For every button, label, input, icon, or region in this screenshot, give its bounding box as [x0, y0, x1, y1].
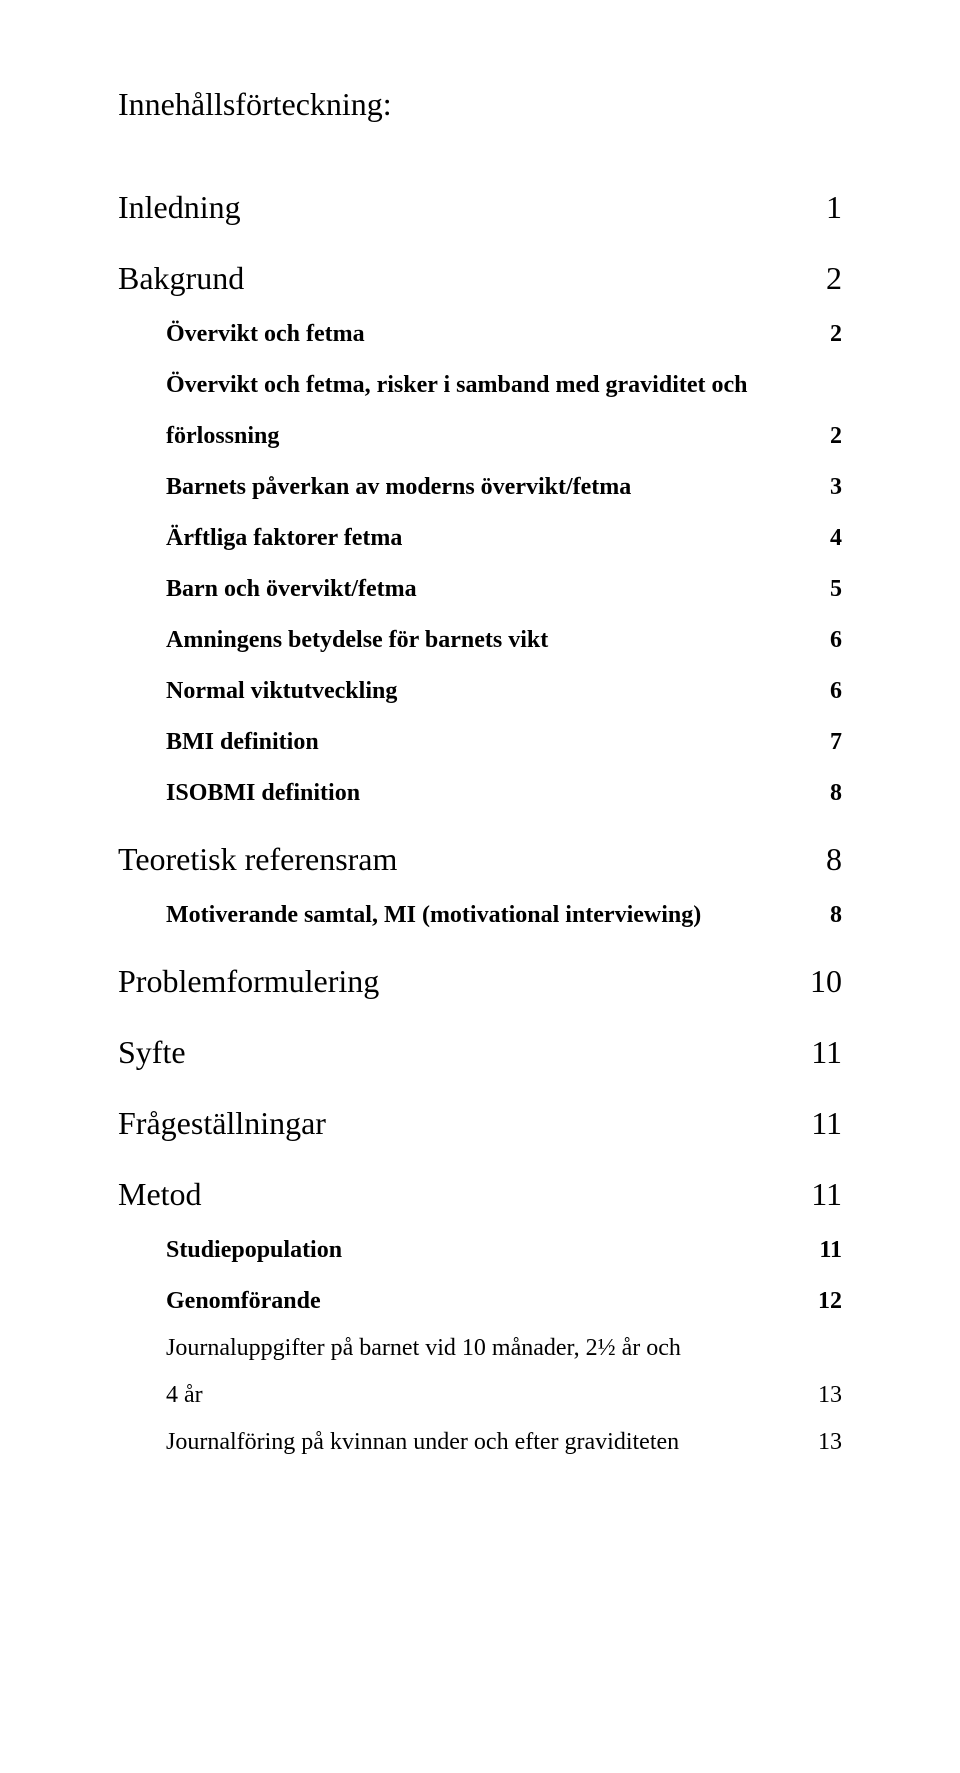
toc-entry: Journaluppgifter på barnet vid 10 månade…: [118, 1335, 842, 1362]
toc-entry-label: Genomförande: [166, 1288, 818, 1315]
toc-entry: Barnets påverkan av moderns övervikt/fet…: [118, 474, 842, 501]
toc-entry-label: Övervikt och fetma, risker i samband med…: [166, 372, 842, 399]
toc-entry: Frågeställningar11: [118, 1105, 842, 1142]
toc-entry-page: 5: [830, 576, 842, 603]
toc-entry-page: 11: [811, 1105, 842, 1142]
toc-entry-label: Övervikt och fetma: [166, 321, 830, 348]
toc-entry-page: 11: [811, 1034, 842, 1071]
toc-entry-label: Amningens betydelse för barnets vikt: [166, 627, 830, 654]
toc-entry: 4 år13: [118, 1382, 842, 1409]
toc-entry: Problemformulering10: [118, 963, 842, 1000]
toc-title: Innehållsförteckning:: [118, 86, 842, 123]
toc-entry-page: 13: [818, 1382, 842, 1409]
toc-entry-page: 2: [830, 321, 842, 348]
toc-entry-label: Teoretisk referensram: [118, 841, 826, 878]
toc-entry-page: 11: [811, 1176, 842, 1213]
toc-entry-page: 12: [818, 1288, 842, 1315]
toc-entry-page: 8: [830, 902, 842, 929]
toc-entry-label: ISOBMI definition: [166, 780, 830, 807]
toc-entry-page: 8: [826, 841, 842, 878]
toc-entry-page: 3: [830, 474, 842, 501]
toc-entry: förlossning2: [118, 423, 842, 450]
toc-entry: BMI definition7: [118, 729, 842, 756]
toc-entry: Genomförande12: [118, 1288, 842, 1315]
toc-entry-label: Journaluppgifter på barnet vid 10 månade…: [166, 1335, 842, 1362]
toc-entry: Inledning1: [118, 189, 842, 226]
toc-entry: ISOBMI definition8: [118, 780, 842, 807]
toc-entry-page: 2: [826, 260, 842, 297]
toc-entry-label: Frågeställningar: [118, 1105, 811, 1142]
toc-entry: Övervikt och fetma2: [118, 321, 842, 348]
toc-entry-page: 13: [818, 1429, 842, 1456]
toc-entry-page: 7: [830, 729, 842, 756]
toc-entry: Metod11: [118, 1176, 842, 1213]
toc-entry-page: 4: [830, 525, 842, 552]
toc-entry-label: Barnets påverkan av moderns övervikt/fet…: [166, 474, 830, 501]
toc-entry-label: Motiverande samtal, MI (motivational int…: [166, 902, 830, 929]
toc-body: Inledning1Bakgrund2Övervikt och fetma2Öv…: [118, 189, 842, 1456]
toc-entry-label: Barn och övervikt/fetma: [166, 576, 830, 603]
toc-entry-page: 6: [830, 627, 842, 654]
toc-entry-label: Bakgrund: [118, 260, 826, 297]
toc-entry: Normal viktutveckling6: [118, 678, 842, 705]
toc-entry: Amningens betydelse för barnets vikt6: [118, 627, 842, 654]
toc-entry: Bakgrund2: [118, 260, 842, 297]
toc-entry-label: Journalföring på kvinnan under och efter…: [166, 1429, 818, 1456]
toc-entry: Övervikt och fetma, risker i samband med…: [118, 372, 842, 399]
document-page: Innehållsförteckning: Inledning1Bakgrund…: [0, 0, 960, 1773]
toc-entry-label: Studiepopulation: [166, 1237, 819, 1264]
toc-entry: Syfte11: [118, 1034, 842, 1071]
toc-entry-label: Syfte: [118, 1034, 811, 1071]
toc-entry: Journalföring på kvinnan under och efter…: [118, 1429, 842, 1456]
toc-entry: Teoretisk referensram8: [118, 841, 842, 878]
toc-entry-label: Problemformulering: [118, 963, 810, 1000]
toc-entry-label: Ärftliga faktorer fetma: [166, 525, 830, 552]
toc-entry-page: 1: [826, 189, 842, 226]
toc-entry-page: 8: [830, 780, 842, 807]
toc-entry-page: 2: [830, 423, 842, 450]
toc-entry-label: Normal viktutveckling: [166, 678, 830, 705]
toc-entry-label: BMI definition: [166, 729, 830, 756]
toc-entry: Motiverande samtal, MI (motivational int…: [118, 902, 842, 929]
toc-entry-label: förlossning: [166, 423, 830, 450]
toc-entry-label: Inledning: [118, 189, 826, 226]
toc-entry: Barn och övervikt/fetma5: [118, 576, 842, 603]
toc-entry-page: 11: [819, 1237, 842, 1264]
toc-entry-page: 10: [810, 963, 842, 1000]
toc-entry-label: 4 år: [166, 1382, 818, 1409]
toc-entry-label: Metod: [118, 1176, 811, 1213]
toc-entry-page: 6: [830, 678, 842, 705]
toc-entry: Studiepopulation11: [118, 1237, 842, 1264]
toc-entry: Ärftliga faktorer fetma4: [118, 525, 842, 552]
